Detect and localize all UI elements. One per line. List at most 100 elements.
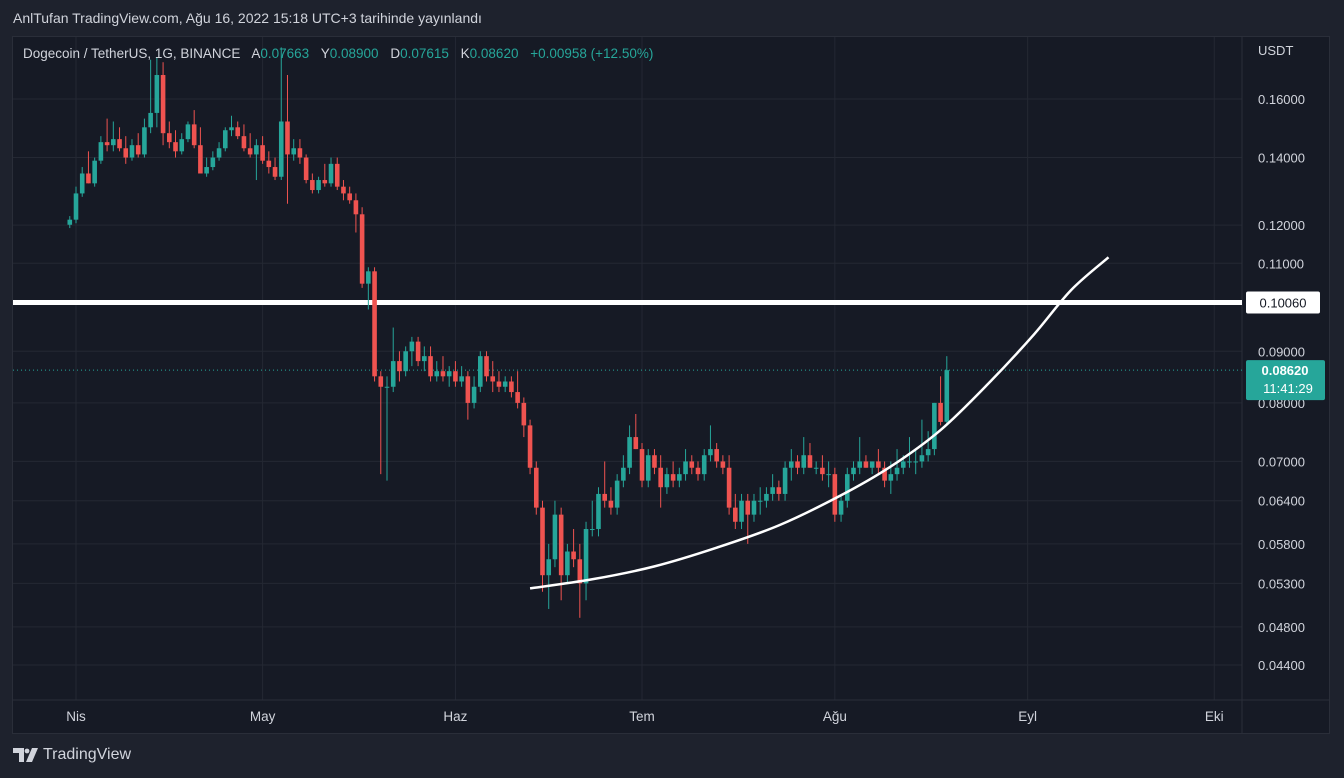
candle-up [801, 437, 807, 475]
chart-frame[interactable] [12, 36, 1330, 734]
candle-body [222, 130, 228, 149]
candle-body [185, 124, 191, 140]
candle-up [757, 487, 763, 515]
tradingview-logo[interactable]: TradingView [13, 746, 131, 764]
candle-body [540, 507, 545, 576]
candle-down [247, 133, 253, 158]
candle-body [247, 148, 253, 155]
candle-body [117, 139, 122, 149]
candle-down [440, 356, 446, 382]
candle-up [546, 543, 552, 609]
tradingview-logo-icon [13, 748, 38, 762]
last-price-label-bg [1246, 360, 1325, 401]
horizontal-level-line[interactable] [13, 299, 1242, 371]
candle-up [925, 431, 931, 462]
candle-body [173, 142, 178, 152]
candle-up [645, 449, 651, 488]
candle-up [471, 376, 477, 409]
legend-close-value: 0.08620 [470, 46, 519, 61]
y-tick-label: 0.04400 [1258, 658, 1305, 673]
candle-body [378, 376, 384, 387]
candle-down [689, 455, 695, 475]
candle-down [608, 487, 614, 515]
candle-up [565, 543, 570, 584]
candle-body [851, 467, 856, 475]
footer [0, 736, 1344, 778]
candle-up [583, 521, 589, 601]
legend-close-label: K [461, 46, 470, 61]
candle-body [876, 461, 881, 468]
candle-down [509, 376, 514, 398]
candle-body [148, 112, 153, 128]
candle-up [782, 461, 788, 501]
candle-up [111, 121, 116, 152]
candle-up [739, 493, 744, 530]
candle-down [820, 455, 825, 481]
candle-body [310, 180, 315, 191]
candle-down [104, 118, 110, 152]
candle-body [142, 127, 147, 155]
candle-up [826, 461, 831, 488]
candle-body [907, 461, 912, 463]
candle-down [733, 493, 738, 530]
candle-body [857, 461, 863, 468]
publish-header: AnlTufan TradingView.com, Ağu 16, 2022 1… [0, 0, 1344, 36]
candle-body [789, 461, 794, 468]
candle-body [602, 493, 607, 501]
candle-down [453, 361, 458, 387]
y-tick-label: 0.06400 [1258, 494, 1305, 509]
y-tick-label: 0.11000 [1258, 256, 1304, 271]
legend-low-value: 0.07615 [400, 46, 449, 61]
candle-down [285, 75, 290, 204]
candle-body [583, 529, 589, 584]
svg-text:Dogecoin / TetherUS, 1G, BINAN: Dogecoin / TetherUS, 1G, BINANCE A0.0766… [23, 46, 653, 61]
candle-body [621, 467, 626, 481]
candle-down [303, 154, 309, 184]
candle-up [708, 425, 713, 462]
candle-down [571, 529, 576, 568]
candle-body [739, 500, 744, 522]
candle-body [863, 461, 869, 468]
axes: 0.160000.140000.120000.110000.090000.080… [66, 92, 1305, 724]
candle-body [297, 148, 303, 158]
hline-price-label-bg [1246, 291, 1320, 314]
candle-down [863, 455, 869, 468]
candle-down [876, 449, 881, 475]
candle-down [198, 127, 203, 174]
hline-price-label-text: 0.10060 [1260, 295, 1307, 310]
candle-body [838, 500, 844, 515]
candle-body [546, 559, 552, 576]
last-price-label: 0.08620 11:41:29 [1246, 360, 1325, 401]
candle-body [397, 361, 402, 372]
candle-up [478, 351, 483, 393]
candle-up [278, 47, 284, 181]
y-tick-label: 0.04800 [1258, 620, 1305, 635]
candle-body [384, 386, 390, 388]
candle-down [173, 130, 178, 158]
candle-body [577, 559, 583, 584]
candle-down [776, 480, 782, 501]
candle-body [328, 163, 334, 184]
candle-body [478, 356, 483, 387]
candle-body [278, 121, 284, 177]
x-tick-label: Haz [443, 709, 467, 724]
candle-body [347, 193, 352, 201]
candle-body [782, 467, 788, 494]
y-tick-label: 0.14000 [1258, 151, 1305, 166]
candle-down [428, 346, 433, 382]
tradingview-brand: TradingView [43, 746, 132, 763]
candle-body [614, 480, 620, 508]
y-tick-label: 0.09000 [1258, 344, 1305, 359]
bar-countdown: 11:41:29 [1263, 381, 1313, 396]
trend-curve[interactable] [529, 256, 1110, 590]
x-tick-label: Nis [66, 709, 86, 724]
candle-up [851, 461, 856, 481]
candle-up [291, 139, 296, 161]
candle-up [142, 118, 147, 158]
candle-body [496, 381, 502, 387]
x-tick-label: Tem [629, 709, 655, 724]
candle-down [347, 186, 352, 204]
chart-legend: Dogecoin / TetherUS, 1G, BINANCE A0.0766… [23, 46, 653, 61]
candle-down [266, 151, 272, 174]
